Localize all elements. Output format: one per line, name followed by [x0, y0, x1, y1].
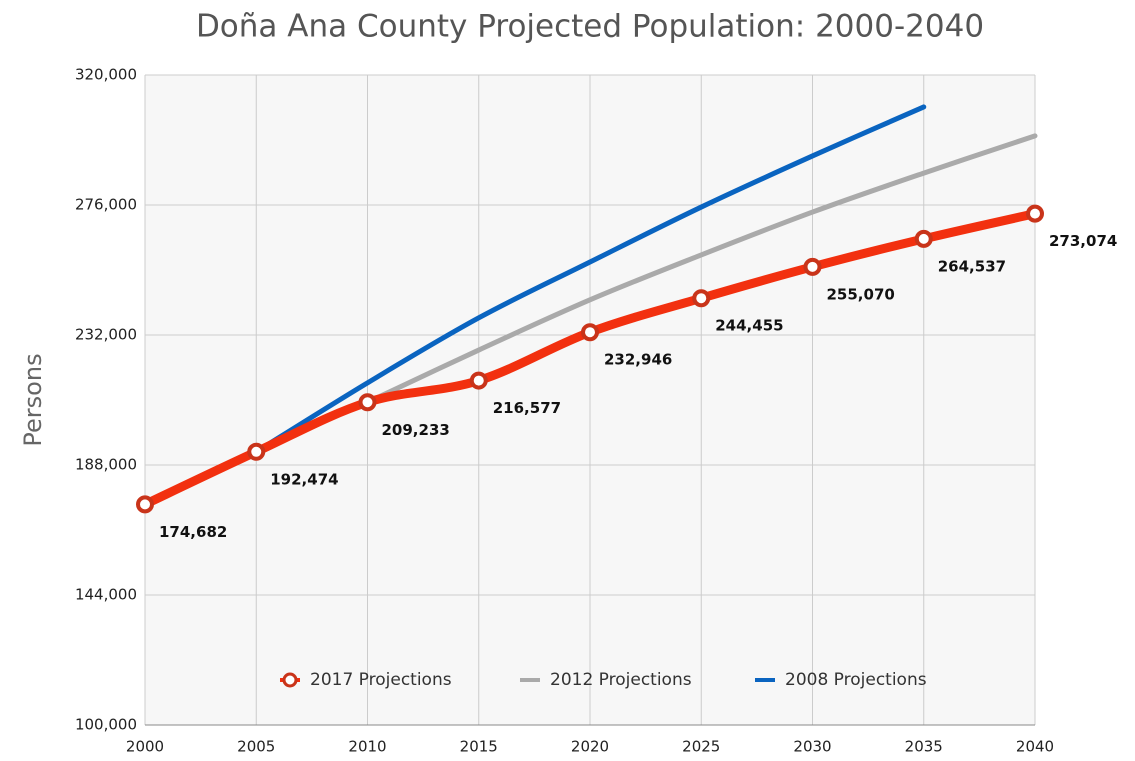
point-marker — [247, 442, 266, 461]
legend-label: 2017 Projections — [310, 670, 452, 690]
series-line — [253, 104, 927, 455]
x-tick-label: 2035 — [905, 738, 943, 756]
x-tick-label: 2015 — [460, 738, 498, 756]
data-label: 174,682 — [159, 523, 227, 541]
point-marker — [1026, 204, 1044, 223]
data-label: 264,537 — [938, 257, 1006, 275]
data-label: 255,070 — [827, 285, 895, 303]
data-label: 244,455 — [715, 317, 783, 335]
legend-label: 2012 Projections — [550, 670, 692, 690]
data-label: 209,233 — [382, 421, 450, 439]
point-marker — [803, 257, 822, 276]
x-tick-label: 2040 — [1016, 738, 1054, 756]
y-tick-label: 232,000 — [75, 326, 137, 344]
data-label: 232,946 — [604, 351, 672, 369]
y-tick-label: 100,000 — [75, 716, 137, 734]
point-marker — [914, 229, 933, 248]
y-tick-label: 276,000 — [75, 196, 137, 214]
y-tick-label: 188,000 — [75, 456, 137, 474]
x-tick-label: 2000 — [126, 738, 164, 756]
x-tick-label: 2025 — [682, 738, 720, 756]
data-label: 192,474 — [270, 470, 338, 488]
point-marker — [581, 323, 599, 342]
point-marker — [358, 393, 377, 412]
point-marker — [136, 495, 154, 514]
x-tick-label: 2010 — [348, 738, 386, 756]
series-line — [365, 133, 1038, 405]
y-tick-label: 320,000 — [75, 66, 137, 84]
chart-title: Doña Ana County Projected Population: 20… — [196, 9, 984, 45]
data-label: 273,074 — [1049, 232, 1117, 250]
y-tick-label: 144,000 — [75, 586, 137, 604]
x-tick-label: 2005 — [237, 738, 275, 756]
x-tick-label: 2030 — [793, 738, 831, 756]
legend-label: 2008 Projections — [785, 670, 927, 690]
point-marker — [469, 371, 488, 390]
legend-marker — [282, 672, 298, 688]
x-tick-label: 2020 — [571, 738, 609, 756]
y-axis-label: Persons — [19, 353, 47, 446]
point-marker — [692, 289, 711, 308]
data-label: 216,577 — [493, 399, 561, 417]
